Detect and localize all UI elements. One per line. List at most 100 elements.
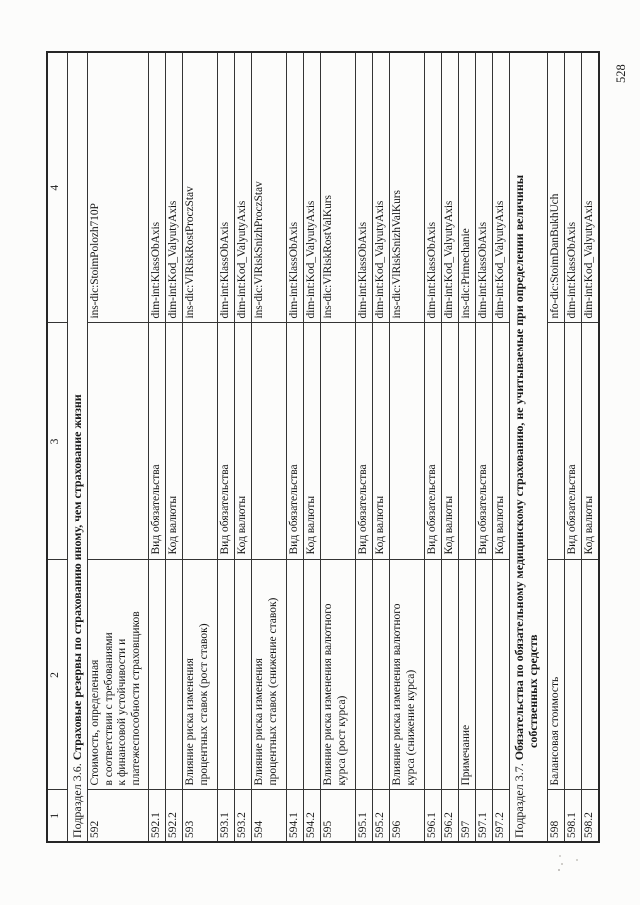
dimension-name-cell	[458, 323, 476, 560]
table-row: 597.1 Вид обязательства dim-int:KlassObAxi…	[475, 52, 493, 842]
description-cell: Примечание	[458, 560, 476, 790]
table-row: 592.2 Код валюты dim-int:Kod_ValyutyAxis	[165, 52, 183, 842]
table-row: 596.2 Код валюты dim-int:Kod_ValyutyAxis	[441, 52, 459, 842]
technical-code-cell: dim-int:KlassObAxis	[475, 52, 493, 323]
description-cell	[475, 560, 493, 790]
table-row: 597.2 Код валюты dim-int:Kod_ValyutyAxis	[492, 52, 510, 842]
dimension-name-cell	[547, 323, 565, 560]
description-cell	[148, 560, 166, 790]
section-title: Страховые резервы по страхованию иному, …	[70, 394, 84, 761]
dimension-name-cell: Код валюты	[303, 323, 321, 560]
row-number-cell: 598.2	[581, 790, 599, 842]
description-cell	[165, 560, 183, 790]
dimension-name-cell	[320, 323, 356, 560]
dimension-name-cell: Код валюты	[165, 323, 183, 560]
technical-code-cell: dim-int:Kod_ValyutyAxis	[492, 52, 510, 323]
column-header-row: 1 2 3 4	[47, 52, 68, 842]
row-number-cell: 595.2	[372, 790, 390, 842]
description-cell	[492, 560, 510, 790]
technical-code-cell: dim-int:KlassObAxis	[424, 52, 442, 323]
table-row: 598.1 Вид обязательства dim-int:KlassObAxi…	[564, 52, 582, 842]
description-cell: Влияние риска изменения валютного курса …	[389, 560, 425, 790]
dimension-name-cell: Вид обязательства	[286, 323, 304, 560]
technical-code-cell: dim-int:KlassObAxis	[217, 52, 235, 323]
section-row: Подраздел 3.6. Страховые резервы по стра…	[67, 52, 88, 842]
description-cell	[581, 560, 599, 790]
description-cell	[286, 560, 304, 790]
technical-code-cell: ins-dic:Primechanie	[458, 52, 476, 323]
row-number-cell: 597.1	[475, 790, 493, 842]
technical-code-cell: dim-int:Kod_ValyutyAxis	[234, 52, 252, 323]
row-number-cell: 593.2	[234, 790, 252, 842]
section-row: Подраздел 3.7. Обязательства по обязател…	[509, 52, 548, 842]
table-row: 596 Влияние риска изменения валютного кур…	[389, 52, 425, 842]
row-number-cell: 597	[458, 790, 476, 842]
dimension-name-cell: Код валюты	[234, 323, 252, 560]
description-cell	[564, 560, 582, 790]
section-label: Подраздел 3.6.	[70, 760, 84, 838]
technical-code-cell: dim-int:Kod_ValyutyAxis	[441, 52, 459, 323]
row-number-cell: 594.2	[303, 790, 321, 842]
row-number-cell: 594.1	[286, 790, 304, 842]
description-cell	[217, 560, 235, 790]
row-number-cell: 594	[251, 790, 287, 842]
table-row: 592.1 Вид обязательства dim-int:KlassObAxi…	[148, 52, 166, 842]
description-cell	[355, 560, 373, 790]
dimension-name-cell: Вид обязательства	[148, 323, 166, 560]
description-cell	[424, 560, 442, 790]
table-row: 598.2 Код валюты dim-int:Kod_ValyutyAxis	[581, 52, 599, 842]
scan-artifact	[558, 869, 560, 871]
row-number-cell: 598	[547, 790, 565, 842]
column-header-1: 1	[47, 790, 68, 842]
description-cell	[234, 560, 252, 790]
section-title: Обязательства по обязательному медицинск…	[512, 174, 526, 761]
row-number-cell: 595.1	[355, 790, 373, 842]
description-cell: Влияние риска изменения процентных ставо…	[251, 560, 287, 790]
description-cell	[441, 560, 459, 790]
technical-code-cell: ins-dic:StoimPolozh710P	[87, 52, 149, 323]
section-cell: Подраздел 3.6. Страховые резервы по стра…	[67, 52, 88, 842]
row-number-cell: 593	[182, 790, 218, 842]
dimension-name-cell: Вид обязательства	[475, 323, 493, 560]
table-row: 597 Примечание ins-dic:Primechanie	[458, 52, 476, 842]
table-row: 595.2 Код валюты dim-int:Kod_ValyutyAxis	[372, 52, 390, 842]
page-number: 528	[614, 64, 628, 83]
description-cell: Влияние риска изменения процентных ставо…	[182, 560, 218, 790]
column-header-4: 4	[47, 52, 68, 323]
row-number-cell: 593.1	[217, 790, 235, 842]
table-row: 593.1 Вид обязательства dim-int:KlassObAxi…	[217, 52, 235, 842]
description-cell: Влияние риска изменения валютного курса …	[320, 560, 356, 790]
description-cell: Балансовая стоимость	[547, 560, 565, 790]
dimension-name-cell: Вид обязательства	[355, 323, 373, 560]
dimension-name-cell: Код валюты	[581, 323, 599, 560]
table-row: 593 Влияние риска изменения процентных ст…	[182, 52, 218, 842]
technical-code-cell: ins-dic:VlRiskRostValKurs	[320, 52, 356, 323]
row-number-cell: 592.2	[165, 790, 183, 842]
table-row: 594.2 Код валюты dim-int:Kod_ValyutyAxis	[303, 52, 321, 842]
dimension-name-cell: Код валюты	[492, 323, 510, 560]
dimension-name-cell: Вид обязательства	[217, 323, 235, 560]
column-header-3: 3	[47, 323, 68, 560]
table-row: 594 Влияние риска изменения процентных ст…	[251, 52, 287, 842]
section-cell: Подраздел 3.7. Обязательства по обязател…	[509, 52, 548, 842]
row-number-cell: 596	[389, 790, 425, 842]
description-cell	[303, 560, 321, 790]
table-row: 598 Балансовая стоимость nfo-dic:StoimDanB…	[547, 52, 565, 842]
technical-code-cell: ins-dic:VlRiskSnizhProczStav	[251, 52, 287, 323]
dimension-name-cell	[87, 323, 149, 560]
table-row: 595.1 Вид обязательства dim-int:KlassObAxi…	[355, 52, 373, 842]
technical-code-cell: dim-int:Kod_ValyutyAxis	[165, 52, 183, 323]
description-cell: Стоимость, определенная в соответствии с…	[87, 560, 149, 790]
xbrl-mapping-table: 1 2 3 4 Подраздел 3.6. Страховые резервы…	[46, 51, 600, 843]
description-cell	[372, 560, 390, 790]
row-number-cell: 597.2	[492, 790, 510, 842]
dimension-name-cell	[182, 323, 218, 560]
technical-code-cell: ins-dic:VlRiskSnizhValKurs	[389, 52, 425, 323]
technical-code-cell: dim-int:KlassObAxis	[148, 52, 166, 323]
row-number-cell: 596.2	[441, 790, 459, 842]
dimension-name-cell	[251, 323, 287, 560]
column-header-2: 2	[47, 560, 68, 790]
table-row: 593.2 Код валюты dim-int:Kod_ValyutyAxis	[234, 52, 252, 842]
